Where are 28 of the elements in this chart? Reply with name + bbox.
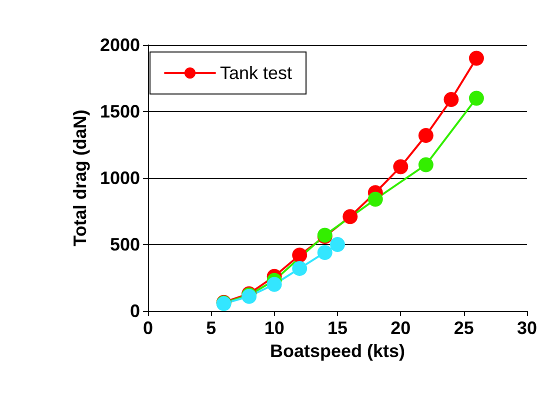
y-tick-label: 0 [130,301,140,321]
y-axis-title: Total drag (daN) [70,110,90,246]
point [342,209,358,224]
x-tick-label: 25 [454,318,474,338]
x-tick-label: 0 [142,318,154,338]
point [266,276,282,292]
point [330,237,345,252]
y-tick-label: 1500 [100,102,140,122]
point [468,50,484,66]
point [393,159,408,174]
y-tick-label: 1000 [100,168,140,188]
x-tick-label: 5 [206,318,216,338]
x-tick-label: 15 [327,318,348,338]
point [317,244,332,260]
x-tick-label: 20 [390,318,411,338]
point [292,248,308,263]
y-tick-label: 500 [110,234,140,254]
x-axis-title: Boatspeed (kts) [270,340,406,361]
point [368,192,383,207]
x-tick-label: 10 [264,318,284,338]
x-tick-label: 30 [516,318,538,338]
point [292,260,308,276]
point [468,90,484,106]
legend-label: Tank test [220,63,292,83]
point [418,157,434,172]
y-tick-label: 2000 [100,35,140,55]
point [444,92,459,108]
point [418,128,434,143]
